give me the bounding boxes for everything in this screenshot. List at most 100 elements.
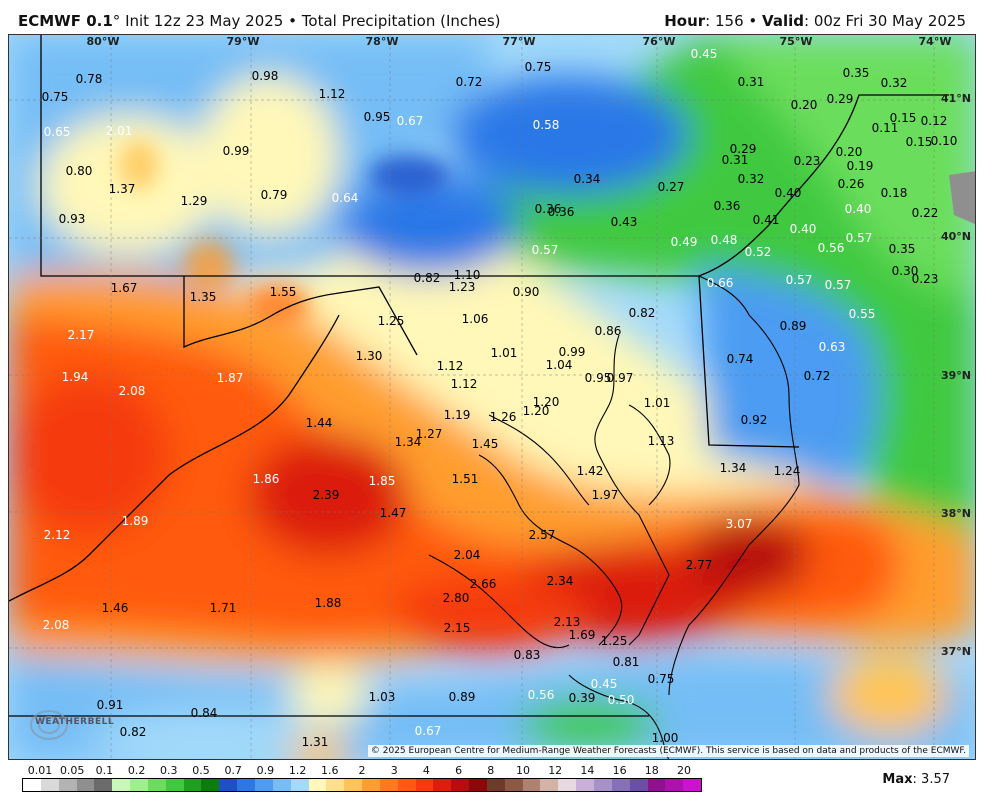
legend-tick: 8 xyxy=(487,764,495,777)
precip-value: 0.93 xyxy=(58,212,86,226)
precip-value: 0.89 xyxy=(779,319,807,333)
weatherbell-logo: WEATHERBELL xyxy=(27,705,114,745)
valid-value: 00z Fri 30 May 2025 xyxy=(813,12,966,30)
legend-swatch xyxy=(522,779,541,791)
legend-swatch xyxy=(504,779,523,791)
precip-value: 0.32 xyxy=(880,76,908,90)
legend-swatch xyxy=(165,779,184,791)
legend-swatch xyxy=(451,779,470,791)
precip-value: 1.27 xyxy=(415,427,443,441)
precip-value: 1.42 xyxy=(576,464,604,478)
precip-value: 0.41 xyxy=(752,213,780,227)
precip-value: 1.86 xyxy=(252,472,280,486)
longitude-label: 74°W xyxy=(918,35,952,48)
precip-value: 0.57 xyxy=(531,243,559,257)
legend-swatch xyxy=(40,779,59,791)
legend-swatch xyxy=(219,779,238,791)
precip-value: 2.04 xyxy=(453,548,481,562)
legend-swatch xyxy=(272,779,291,791)
precip-value: 1.13 xyxy=(647,434,675,448)
longitude-label: 75°W xyxy=(779,35,813,48)
legend-swatch xyxy=(344,779,363,791)
legend-swatch xyxy=(469,779,487,791)
legend-tick: 0.7 xyxy=(224,764,242,777)
precip-value: 0.39 xyxy=(568,691,596,705)
legend-swatch xyxy=(290,779,309,791)
legend-swatch xyxy=(683,779,702,791)
legend-swatch xyxy=(76,779,95,791)
precip-value: 0.91 xyxy=(96,698,124,712)
precip-value: 2.17 xyxy=(67,328,95,342)
precip-value: 1.20 xyxy=(522,404,550,418)
precip-value: 0.30 xyxy=(891,264,919,278)
precip-value: 1.10 xyxy=(453,268,481,282)
legend-tick: 0.2 xyxy=(127,764,146,777)
max-label: Max xyxy=(882,772,913,787)
legend-tick: 2 xyxy=(358,764,366,777)
precip-value: 1.31 xyxy=(301,735,329,749)
precipitation-map[interactable]: 80°W 79°W 78°W 77°W 76°W 75°W 74°W 41°N … xyxy=(8,34,976,760)
latitude-label: 41°N xyxy=(940,92,971,105)
precip-value: 0.40 xyxy=(844,202,872,216)
precip-value: 0.35 xyxy=(842,66,870,80)
legend-tick: 20 xyxy=(677,764,691,777)
precip-value: 1.44 xyxy=(305,416,333,430)
precip-value: 2.80 xyxy=(442,591,470,605)
precip-value: 1.19 xyxy=(443,408,471,422)
hour-label: Hour xyxy=(664,12,706,30)
precip-value: 0.48 xyxy=(710,233,738,247)
legend-tick: 1.2 xyxy=(288,764,307,777)
legend-swatch xyxy=(326,779,345,791)
legend-tick: 3 xyxy=(390,764,398,777)
precip-value: 1.12 xyxy=(318,87,346,101)
precip-value: 1.24 xyxy=(773,464,801,478)
legend-swatch xyxy=(254,779,273,791)
precip-value: 0.36 xyxy=(534,202,562,216)
legend-swatch xyxy=(112,779,131,791)
longitude-label: 78°W xyxy=(365,35,399,48)
precip-value: 1.45 xyxy=(471,437,499,451)
latitude-label: 37°N xyxy=(940,645,971,658)
precip-value: 3.07 xyxy=(725,517,753,531)
precip-value: 1.88 xyxy=(314,596,342,610)
latitude-label: 38°N xyxy=(940,507,971,520)
precip-value: 0.64 xyxy=(331,191,359,205)
precip-value: 1.01 xyxy=(490,346,518,360)
precip-value: 0.98 xyxy=(251,69,279,83)
precip-value: 0.40 xyxy=(774,186,802,200)
precip-value: 0.95 xyxy=(584,371,612,385)
legend-tick: 16 xyxy=(612,764,627,777)
precip-value: 0.26 xyxy=(837,177,865,191)
legend-swatch xyxy=(308,779,327,791)
precip-value: 0.57 xyxy=(824,278,852,292)
degree-symbol: ° xyxy=(112,12,121,30)
precip-value: 1.97 xyxy=(591,488,619,502)
legend-tick: 10 xyxy=(516,764,530,777)
header: ECMWF 0.1° Init 12z 23 May 2025 • Total … xyxy=(0,0,984,34)
precip-value: 1.12 xyxy=(436,359,464,373)
valid-info: Hour: 156 • Valid: 00z Fri 30 May 2025 xyxy=(664,12,966,30)
precip-value: 0.45 xyxy=(690,47,718,61)
latitude-label: 40°N xyxy=(940,230,971,243)
precip-value: 1.51 xyxy=(451,472,479,486)
legend-tick: 0.1 xyxy=(95,764,114,777)
precip-value: 0.84 xyxy=(190,706,218,720)
precip-value: 1.25 xyxy=(600,634,628,648)
precip-value: 0.97 xyxy=(606,371,634,385)
precip-value: 1.12 xyxy=(450,377,478,391)
legend-swatch xyxy=(433,779,452,791)
precip-value: 1.37 xyxy=(108,182,136,196)
valid-label: Valid xyxy=(762,12,804,30)
precip-value: 0.36 xyxy=(713,199,741,213)
precip-value: 0.80 xyxy=(65,164,93,178)
precip-value: 0.99 xyxy=(222,144,250,158)
precip-value: 1.71 xyxy=(209,601,237,615)
precip-value: 2.01 xyxy=(105,124,133,138)
precip-value: 1.89 xyxy=(121,514,149,528)
precip-value: 0.32 xyxy=(737,172,765,186)
map-title: ECMWF 0.1° Init 12z 23 May 2025 • Total … xyxy=(18,12,501,30)
precip-value: 0.95 xyxy=(363,110,391,124)
legend-tick-labels: 0.01 0.05 0.1 0.2 0.3 0.5 0.7 0.9 1.2 1.6 2 3 4 6 8 10 1… xyxy=(22,764,702,778)
precip-value: 0.82 xyxy=(413,271,441,285)
precip-value: 0.72 xyxy=(803,369,831,383)
